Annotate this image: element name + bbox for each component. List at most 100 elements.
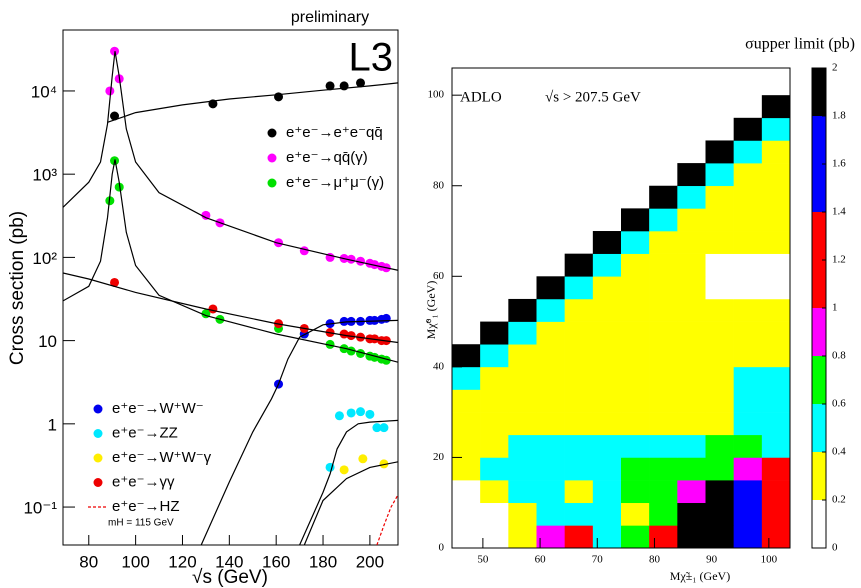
heatmap-cell — [761, 140, 791, 164]
heatmap-cell — [480, 366, 509, 390]
data-point — [299, 246, 309, 256]
y-tick-label: 10⁻¹ — [23, 499, 57, 518]
heatmap-cell — [536, 457, 565, 481]
heatmap-cell — [508, 321, 537, 345]
heatmap-cell — [564, 344, 594, 368]
x-tick-label: 80 — [649, 554, 661, 566]
heatmap-cell — [649, 344, 678, 368]
heatmap-cell — [480, 412, 509, 436]
heatmap-cell — [564, 480, 594, 504]
heatmap-cell — [761, 412, 791, 436]
heatmap-cell — [761, 344, 791, 368]
heatmap-cell — [621, 276, 650, 300]
colorbar-segment — [812, 452, 826, 500]
heatmap-cell — [592, 276, 622, 300]
curve — [63, 51, 398, 271]
heatmap-cell — [564, 366, 594, 390]
annotation: ADLO — [460, 89, 502, 105]
heatmap-cell — [508, 502, 537, 526]
heatmap-cell — [705, 163, 734, 187]
heatmap-cell — [733, 525, 763, 549]
heatmap-cell — [761, 231, 791, 254]
heatmap-cell — [705, 321, 734, 345]
colorbar-tick-label: 0.6 — [832, 398, 846, 410]
colorbar-tick-label: 2 — [832, 62, 838, 74]
heatmap-cell — [677, 480, 706, 504]
frame — [62, 29, 399, 546]
heatmap-cell — [761, 480, 791, 504]
data-point — [379, 459, 389, 469]
data-point — [370, 260, 380, 270]
y-tick-label: 1 — [48, 415, 57, 434]
heatmap-cell — [621, 412, 650, 436]
y-tick-label: 10³ — [32, 166, 57, 185]
heatmap-cell — [733, 480, 763, 504]
x-tick-label: 120 — [168, 552, 196, 571]
data-point — [105, 86, 115, 96]
heatmap-cell — [761, 276, 791, 300]
curve — [303, 461, 398, 545]
heatmap-cell — [733, 208, 763, 232]
heatmap-cell — [508, 344, 537, 368]
data-point — [339, 316, 349, 326]
colorbar-tick-label: 0 — [832, 542, 838, 554]
x-tick-label: 180 — [309, 552, 337, 571]
x-tick-label: 140 — [215, 552, 243, 571]
heatmap-cell — [677, 412, 706, 436]
colorbar-segment — [812, 164, 826, 212]
cross-section-panel: Cross section (pb) √s (GeV) 80 100 120 140 1… — [7, 9, 399, 588]
data-point — [325, 81, 335, 91]
heatmap-cell — [649, 480, 678, 504]
heatmap-cell — [677, 389, 706, 413]
colorbar-segment — [812, 116, 826, 164]
y-tick-label: 60 — [433, 270, 445, 282]
legend-marker — [267, 178, 277, 188]
curve — [299, 419, 398, 545]
y-tick-label: 10² — [32, 249, 57, 268]
annotation: √s > 207.5 GeV — [545, 89, 641, 105]
heatmap-cell — [480, 389, 509, 413]
heatmap-cell — [592, 321, 622, 345]
heatmap-cell — [733, 163, 763, 187]
legend-label: e⁺e⁻→e⁺e⁻qq̄ — [286, 124, 383, 141]
heatmap-cell — [536, 480, 565, 504]
heatmap-cell — [761, 208, 791, 232]
heatmap-cell — [564, 502, 594, 526]
y-tick-label: 40 — [433, 360, 445, 372]
data-point — [346, 331, 356, 341]
data-point — [346, 408, 356, 418]
x-tick-label: 100 — [121, 552, 149, 571]
heatmap-cell — [480, 502, 509, 526]
heatmap-cell — [761, 185, 791, 209]
heatmap-cell — [536, 502, 565, 526]
legend-label: e⁺e⁻→γγ — [112, 473, 175, 490]
heatmap-cell — [592, 412, 622, 436]
heatmap-cell — [677, 434, 706, 458]
data-point — [334, 411, 344, 421]
x-tick-label: 100 — [761, 554, 778, 566]
heatmap-cell — [592, 344, 622, 368]
legend-marker — [93, 429, 103, 438]
heatmap-cell — [677, 253, 706, 277]
heatmap-cell — [705, 231, 734, 254]
heatmap-cell — [621, 231, 650, 254]
heatmap-cell — [705, 344, 734, 368]
heatmap-cell — [733, 344, 763, 368]
x-tick-label: 50 — [477, 554, 489, 566]
heatmap-cell — [733, 298, 763, 322]
legend-label: e⁺e⁻→qq̄(γ) — [286, 149, 368, 166]
x-tick-label: 160 — [262, 552, 290, 571]
heatmap-cell — [480, 344, 509, 368]
heatmap-cell — [677, 321, 706, 345]
heatmap-cell — [536, 525, 565, 549]
heatmap-cell — [592, 366, 622, 390]
colorbar-tick-label: 1.2 — [832, 254, 846, 266]
heatmap-cell — [480, 434, 509, 458]
data-point — [358, 454, 368, 464]
data-point — [379, 423, 389, 433]
heatmap-cell — [592, 253, 622, 277]
heatmap-cell — [761, 253, 791, 277]
heatmap-cell — [761, 117, 791, 141]
annotation: mH = 115 GeV — [108, 518, 174, 529]
heatmap-cell — [452, 434, 481, 458]
